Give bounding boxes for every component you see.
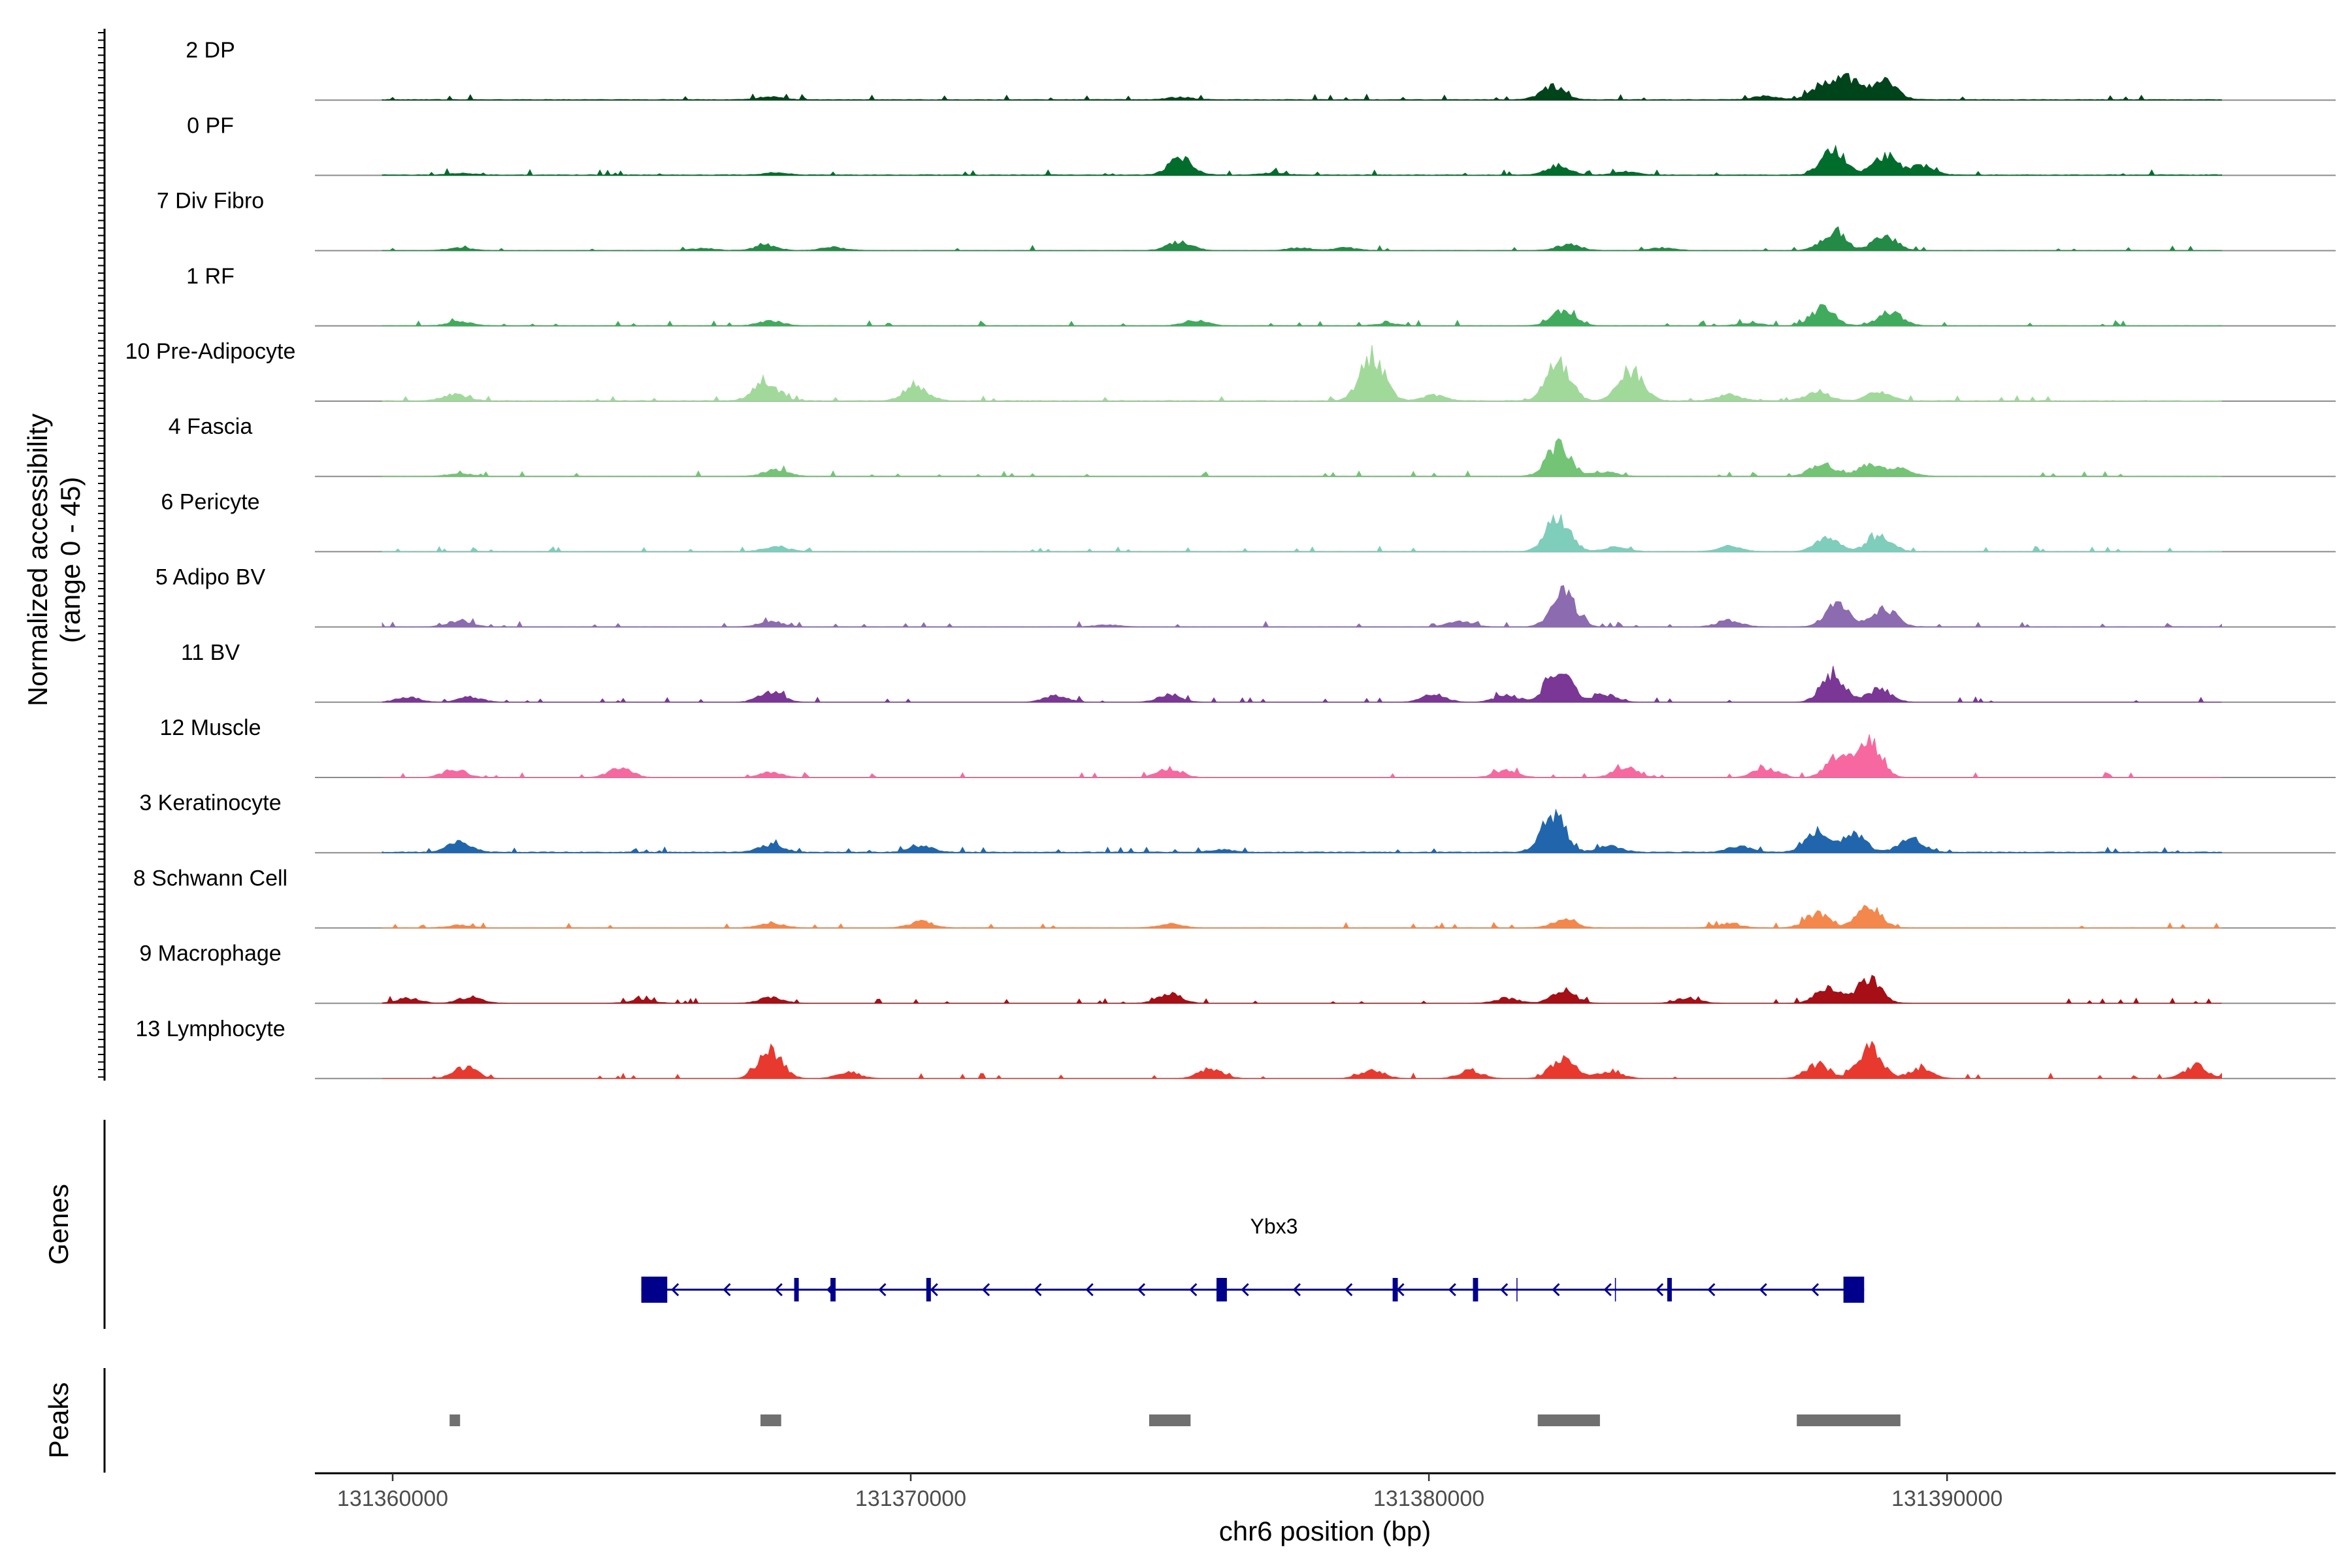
accessibility-area: [382, 904, 2222, 928]
strand-arrow: [1345, 1282, 1353, 1297]
gene-exon: [1392, 1278, 1398, 1301]
strand-arrow: [1085, 1282, 1094, 1297]
strand-arrow: [930, 1282, 938, 1297]
peak-region: [1149, 1414, 1191, 1426]
track-label: 6 Pericyte: [161, 489, 259, 514]
track-label: 10 Pre-Adipocyte: [125, 339, 296, 364]
track-label: 12 Muscle: [160, 715, 261, 740]
track-11: 3 Keratinocyte: [139, 791, 2336, 854]
gene-exon: [1667, 1278, 1672, 1301]
strand-arrow: [878, 1282, 887, 1297]
track-5: 10 Pre-Adipocyte: [125, 339, 2336, 402]
gene-exon: [1217, 1278, 1227, 1301]
track-label: 5 Adipo BV: [155, 565, 266, 590]
track-13: 9 Macrophage: [139, 941, 2336, 1004]
accessibility-area: [382, 734, 2222, 778]
strand-arrow: [774, 1282, 783, 1297]
x-tick-label: 131390000: [1891, 1486, 2002, 1511]
peak-region: [1537, 1414, 1600, 1426]
track-label: 4 Fascia: [169, 414, 253, 439]
gene-exon: [1843, 1277, 1865, 1303]
x-axis-label: chr6 position (bp): [1219, 1516, 1431, 1546]
gene-exon: [1473, 1278, 1478, 1301]
gene-track: [641, 1277, 1865, 1303]
track-label: 2 DP: [186, 38, 235, 63]
track-10: 12 Muscle: [160, 715, 2336, 778]
accessibility-area: [382, 974, 2222, 1004]
x-axis-ticks: 131360000 131370000 131380000 131390000: [337, 1473, 2002, 1511]
track-4: 1 RF: [186, 264, 2336, 327]
peaks-label: Peaks: [43, 1382, 74, 1459]
track-14: 13 Lymphocyte: [135, 1017, 2336, 1079]
gene-label: Ybx3: [1250, 1215, 1298, 1238]
strand-arrow: [723, 1282, 731, 1297]
accessibility-area: [382, 666, 2222, 703]
track-label: 11 BV: [181, 640, 240, 665]
track-12: 8 Schwann Cell: [133, 866, 2336, 929]
accessibility-area: [382, 585, 2222, 628]
track-8: 5 Adipo BV: [155, 565, 2336, 628]
x-tick-label: 131370000: [855, 1486, 966, 1511]
strand-arrow: [1759, 1282, 1767, 1297]
y-axis-label: Normalized accessibility: [22, 414, 53, 706]
track-1: 2 DP: [186, 38, 2336, 101]
gene-exon: [641, 1277, 668, 1303]
track-label: 0 PF: [187, 113, 234, 138]
x-tick-label: 131360000: [337, 1486, 448, 1511]
strand-arrow: [1396, 1282, 1405, 1297]
accessibility-area: [382, 226, 2222, 252]
track-6: 4 Fascia: [169, 414, 2336, 478]
track-label: 8 Schwann Cell: [133, 866, 287, 890]
track-3: 7 Div Fibro: [157, 189, 2336, 252]
accessibility-area: [382, 73, 2222, 101]
strand-arrow: [1552, 1282, 1560, 1297]
accessibility-area: [382, 144, 2222, 176]
track-label: 3 Keratinocyte: [139, 791, 281, 815]
accessibility-tracks: 2 DP 0 PF 7 Div Fibro 1 RF 10 Pre-Adipocyte 4…: [125, 38, 2336, 1079]
y-axis-label-range: (range 0 - 45): [55, 477, 86, 643]
strand-arrow: [1137, 1282, 1146, 1297]
strand-arrow: [1448, 1282, 1456, 1297]
track-7: 6 Pericyte: [161, 489, 2336, 553]
strand-arrow: [1241, 1282, 1249, 1297]
strand-arrow: [1603, 1282, 1612, 1297]
peak-region: [1797, 1414, 1901, 1426]
strand-arrow: [1292, 1282, 1301, 1297]
gene-exon: [926, 1278, 931, 1301]
accessibility-area: [382, 1040, 2222, 1079]
accessibility-area: [382, 808, 2222, 853]
accessibility-area: [382, 514, 2222, 553]
strand-arrow: [671, 1282, 679, 1297]
track-label: 7 Div Fibro: [157, 189, 264, 214]
strand-arrow: [1655, 1282, 1664, 1297]
strand-arrow: [981, 1282, 990, 1297]
track-9: 11 BV: [181, 640, 2336, 703]
track-label: 9 Macrophage: [139, 941, 281, 966]
genes-label: Genes: [43, 1184, 74, 1265]
peak-region: [760, 1414, 781, 1426]
track-2: 0 PF: [187, 113, 2336, 176]
peak-track: [449, 1414, 1901, 1426]
strand-arrow: [1707, 1282, 1716, 1297]
strand-arrow: [1810, 1282, 1820, 1297]
accessibility-axis: [98, 29, 106, 1081]
accessibility-area: [382, 438, 2222, 477]
track-label: 1 RF: [186, 264, 235, 289]
gene-exon: [794, 1278, 799, 1301]
accessibility-area: [382, 304, 2222, 327]
accessibility-area: [382, 345, 2222, 402]
strand-arrow: [1034, 1282, 1042, 1297]
peak-region: [449, 1414, 461, 1426]
strand-arrow: [1500, 1282, 1509, 1297]
gene-exon: [830, 1278, 836, 1301]
x-tick-label: 131380000: [1373, 1486, 1484, 1511]
track-label: 13 Lymphocyte: [135, 1017, 285, 1041]
strand-arrow: [1189, 1282, 1198, 1297]
